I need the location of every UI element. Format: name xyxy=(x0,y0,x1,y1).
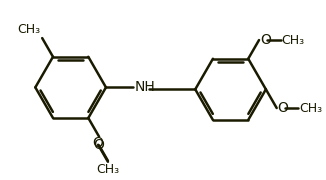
Text: CH₃: CH₃ xyxy=(282,33,305,47)
Text: NH: NH xyxy=(134,80,155,94)
Text: O: O xyxy=(260,33,271,47)
Text: O: O xyxy=(278,101,289,115)
Text: O: O xyxy=(94,138,105,152)
Text: CH₃: CH₃ xyxy=(17,23,40,36)
Text: O: O xyxy=(93,136,104,150)
Text: CH₃: CH₃ xyxy=(299,102,322,114)
Text: CH₃: CH₃ xyxy=(96,163,120,176)
